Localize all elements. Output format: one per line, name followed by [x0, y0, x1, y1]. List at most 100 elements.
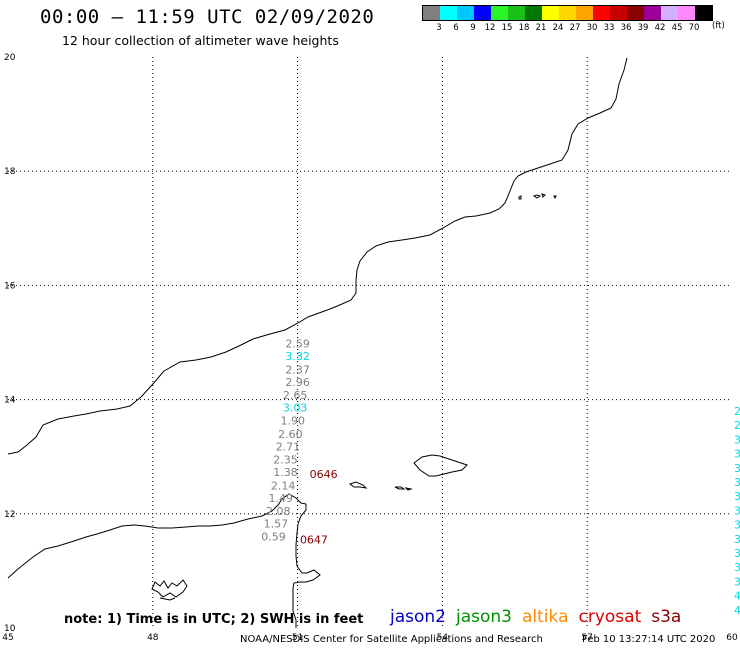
edge-swh-label: 4 [734, 590, 740, 603]
legend-swatches [422, 5, 713, 21]
footer-note: note: 1) Time is in UTC; 2) SWH is in fe… [64, 612, 364, 627]
legend-swatch [610, 6, 627, 20]
legend-label: 45 [671, 23, 683, 33]
legend-swatch [423, 6, 440, 20]
legend-label: 15 [501, 23, 513, 33]
pass-time-labels: 0646 0647 [300, 468, 338, 547]
swh-label: 2.60 [278, 428, 303, 441]
map-grid [8, 57, 732, 628]
y-tick-label: 14 [4, 396, 16, 406]
edge-swh-label: 3 [734, 561, 740, 574]
satellite-label-jason2: jason2 [390, 607, 446, 627]
legend-swatch [440, 6, 457, 20]
edge-swh-label: 3 [734, 462, 740, 475]
coastline [7, 57, 628, 628]
swh-label: 3.32 [285, 350, 310, 363]
swh-label: 2.08 [266, 505, 291, 518]
legend-label: 6 [453, 23, 459, 33]
legend-label: 18 [518, 23, 530, 33]
swh-label: 1.49 [268, 492, 293, 505]
swh-label: 2.71 [276, 440, 301, 453]
edge-swh-label: 2 [734, 419, 740, 432]
legend-swatch [542, 6, 559, 20]
timestamp-text: Feb 10 13:27:14 UTC 2020 [582, 634, 716, 645]
legend-swatch [678, 6, 695, 20]
credit-text: NOAA/NESDIS Center for Satellite Applica… [240, 634, 543, 645]
legend-label: 30 [586, 23, 598, 33]
coastline-africa-south [292, 610, 297, 628]
swh-label: 1.90 [281, 415, 306, 428]
legend-swatch [695, 6, 712, 20]
edge-swh-label: 3 [734, 547, 740, 560]
legend-unit: (ft) [712, 21, 725, 31]
x-tick-label: 45 [2, 633, 13, 643]
legend-label: 70 [688, 23, 700, 33]
legend-labels: 3 6 9 12 15 18 21 24 27 30 33 36 39 42 45 70 [422, 21, 713, 35]
coastline-arabia [7, 57, 628, 455]
swh-label: 2.35 [273, 454, 298, 467]
satellite-legend: jason2 jason3 altika cryosat s3a [390, 607, 691, 627]
island-darsah [404, 487, 413, 491]
x-tick-label: 57 [581, 633, 592, 643]
legend-swatch [627, 6, 644, 20]
legend-label: 21 [535, 23, 547, 33]
swh-label: 2.14 [271, 479, 296, 492]
legend-swatch [576, 6, 593, 20]
island-kuria-muria-2 [532, 194, 542, 199]
swh-label: 1.38 [273, 466, 298, 479]
page-title: 00:00 – 11:59 UTC 02/09/2020 [40, 6, 375, 28]
coastline-africa [7, 493, 321, 611]
legend-swatch [474, 6, 491, 20]
legend-swatch [644, 6, 661, 20]
legend-label: 33 [603, 23, 615, 33]
legend-swatch [508, 6, 525, 20]
edge-swh-label: 3 [734, 448, 740, 461]
island-kuria-muria-1 [518, 195, 522, 200]
y-tick-label: 16 [4, 281, 16, 291]
swh-label: 1.57 [264, 518, 289, 531]
x-tick-label: 48 [147, 633, 159, 643]
legend-swatch [457, 6, 474, 20]
swh-label: 0.59 [261, 531, 286, 544]
island-abd-al-kuri [348, 481, 368, 489]
legend-swatch [491, 6, 508, 20]
edge-swh-label: 3 [734, 533, 740, 546]
edge-swh-label: 3 [734, 433, 740, 446]
swh-label: 2.65 [283, 389, 308, 402]
y-tick-label: 20 [4, 53, 16, 63]
lake-cluster [151, 579, 188, 601]
x-tick-label: 54 [437, 633, 449, 643]
edge-swh-label: 3 [734, 575, 740, 588]
edge-swh-label: 2 [734, 405, 740, 418]
satellite-label-s3a: s3a [651, 607, 682, 627]
edge-swh-label: 3 [734, 476, 740, 489]
legend-swatch [661, 6, 678, 20]
wave-height-legend: 3 6 9 12 15 18 21 24 27 30 33 36 39 42 45 70 [422, 5, 713, 35]
island-socotra [413, 454, 468, 477]
page-subtitle: 12 hour collection of altimeter wave hei… [62, 33, 339, 48]
edge-swh-label: 3 [734, 519, 740, 532]
pass-time-label: 0647 [300, 533, 328, 546]
edge-swh-label: 3 [734, 490, 740, 503]
legend-label: 12 [484, 23, 496, 33]
legend-label: 24 [552, 23, 564, 33]
island-kuria-muria-4 [553, 195, 557, 200]
x-tick-label: 60 [726, 633, 738, 643]
swh-label: 3.03 [283, 402, 308, 415]
y-tick-label: 12 [4, 510, 15, 520]
legend-swatch [593, 6, 610, 20]
island-samhah [394, 486, 406, 490]
legend-label: 39 [637, 23, 649, 33]
legend-swatch [525, 6, 542, 20]
legend-label: 27 [569, 23, 581, 33]
pass-time-label: 0646 [310, 468, 338, 481]
legend-swatch [559, 6, 576, 20]
axis-ticks: 10 12 14 16 18 20 45 48 51 54 57 60 [2, 53, 738, 643]
legend-label: 3 [436, 23, 442, 33]
swh-label: 2.59 [285, 338, 310, 351]
satellite-label-jason3: jason3 [456, 607, 512, 627]
legend-label: 42 [654, 23, 666, 33]
